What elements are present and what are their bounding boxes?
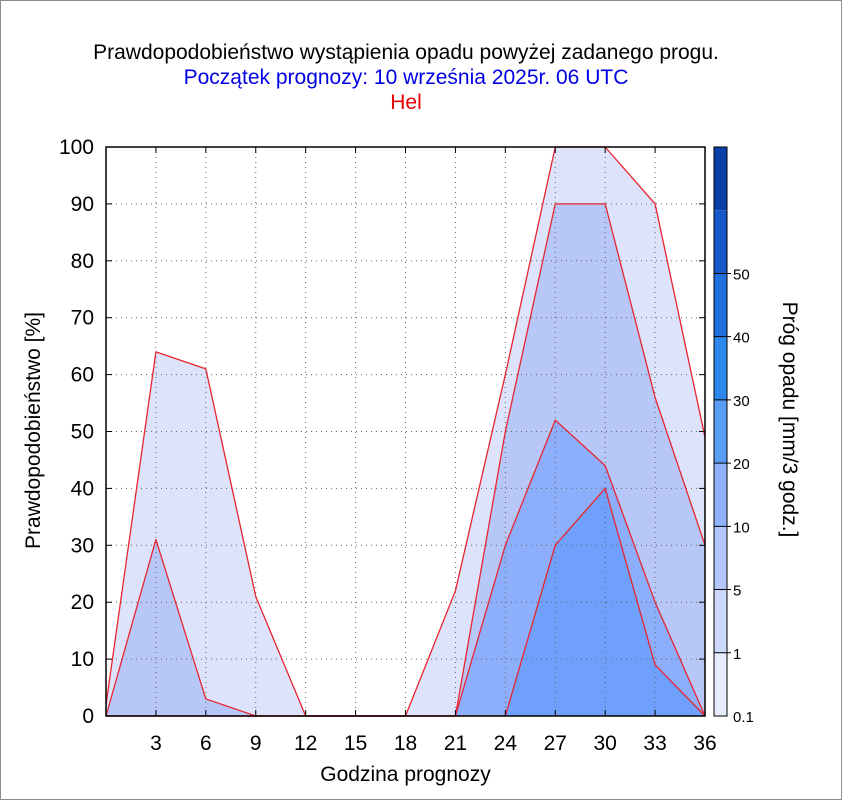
y-tick-label: 60	[71, 364, 94, 387]
colorbar-segment-1	[714, 652, 727, 716]
y-tick-label: 30	[71, 534, 94, 557]
chart-location: Hel	[390, 91, 422, 114]
x-tick-label: 6	[200, 732, 212, 755]
x-tick-label: 12	[294, 732, 317, 755]
colorbar-segment-7	[714, 273, 727, 337]
colorbar-label: Próg opadu [mm/3 godz.]	[778, 302, 801, 538]
colorbar-level-label: 0.1	[733, 709, 754, 726]
y-axis-label: Prawdopodobieństwo [%]	[22, 312, 45, 549]
x-tick-label: 9	[250, 732, 262, 755]
colorbar-segment-6	[714, 336, 727, 400]
y-tick-label: 20	[71, 591, 94, 614]
colorbar-segment-4	[714, 463, 727, 527]
colorbar-group: 0.1 1 5 10 20 30 40 50	[713, 146, 754, 726]
y-tick-label: 70	[71, 307, 94, 330]
chart-title: Prawdopodobieństwo wystąpienia opadu pow…	[93, 41, 719, 64]
x-axis-label: Godzina prognozy	[320, 763, 491, 786]
x-tick-label: 15	[344, 732, 367, 755]
x-tick-label: 18	[394, 732, 417, 755]
y-tick-label: 50	[71, 421, 94, 444]
colorbar-segment-8	[714, 210, 727, 274]
colorbar-level-label: 10	[733, 519, 750, 536]
y-tick-label: 10	[71, 648, 94, 671]
y-tick-label: 90	[71, 193, 94, 216]
x-tick-label: 3	[150, 732, 162, 755]
x-tick-label: 30	[593, 732, 616, 755]
chart-titles: Prawdopodobieństwo wystąpienia opadu pow…	[0, 40, 812, 115]
colorbar-segment-2	[714, 589, 727, 653]
y-tick-label: 100	[59, 136, 94, 159]
axis-ticks-group: 3 6 9 12 15 18 21 24 27 30 33 360102030405060708090…	[59, 136, 717, 755]
chart-subtitle: Początek prognozy: 10 września 2025r. 06…	[183, 66, 629, 89]
colorbar-border	[713, 146, 728, 717]
x-tick-label: 24	[494, 732, 518, 755]
y-tick-label: 0	[82, 705, 94, 728]
x-tick-label: 27	[544, 732, 567, 755]
x-tick-label: 21	[444, 732, 467, 755]
colorbar-level-label: 30	[733, 393, 750, 410]
colorbar-level-label: 5	[733, 583, 741, 600]
colorbar-level-label: 40	[733, 330, 750, 347]
colorbar-segment-3	[714, 526, 727, 590]
x-tick-label: 33	[643, 732, 666, 755]
colorbar-segment-5	[714, 399, 727, 464]
x-tick-label: 36	[693, 732, 716, 755]
colorbar-level-label: 20	[733, 456, 750, 473]
colorbar-level-label: 50	[733, 266, 750, 283]
y-tick-label: 80	[71, 250, 94, 273]
y-tick-label: 40	[71, 477, 94, 500]
colorbar-segment-9	[714, 147, 727, 211]
colorbar-level-label: 1	[733, 646, 741, 663]
